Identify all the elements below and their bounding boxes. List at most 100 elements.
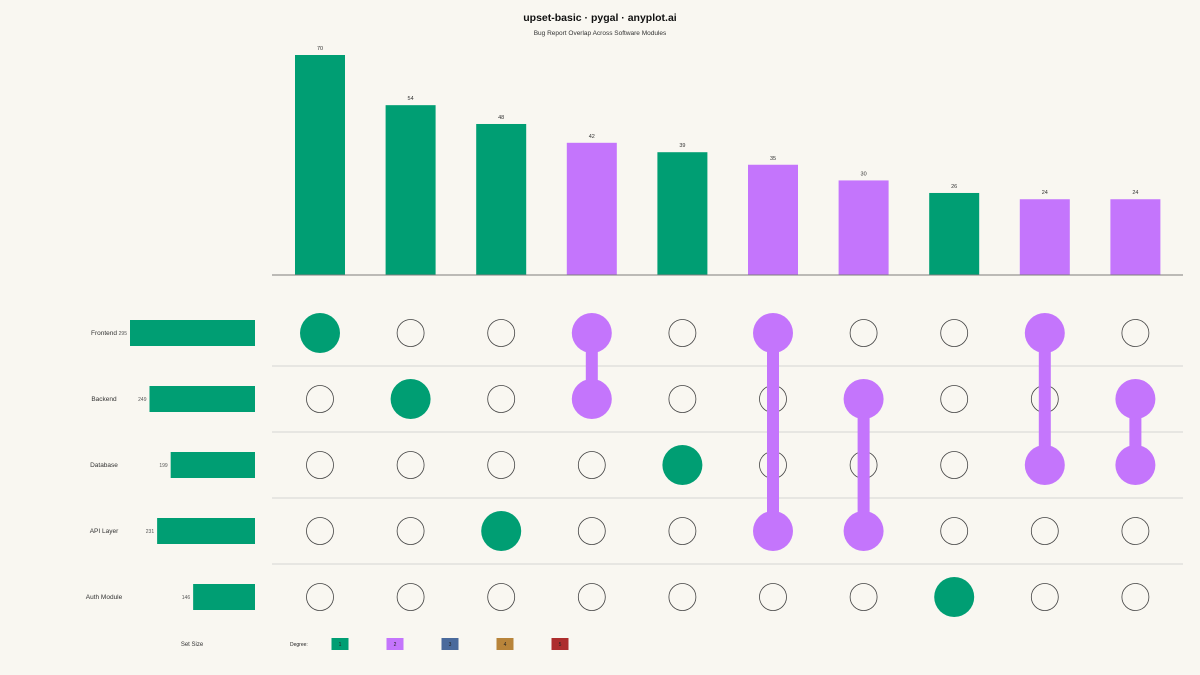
set-name-label: Backend: [91, 396, 117, 403]
empty-membership-dot: [577, 451, 606, 479]
set-size-bar: [130, 320, 255, 346]
degree-legend-swatch: [331, 638, 349, 650]
empty-membership-dot: [396, 517, 425, 545]
intersection-bar: [1110, 199, 1161, 275]
empty-membership-dot: [1030, 517, 1059, 545]
empty-membership-dot: [306, 451, 334, 479]
empty-membership-dot: [668, 583, 697, 611]
filled-membership-dot: [571, 313, 612, 353]
filled-membership-dot: [1115, 379, 1156, 419]
empty-membership-dot: [1121, 319, 1150, 347]
filled-membership-dot: [481, 511, 522, 551]
empty-membership-dot: [668, 319, 697, 347]
empty-membership-dot: [396, 583, 425, 611]
empty-membership-dot: [487, 385, 516, 413]
bar-value-label: 30: [861, 171, 867, 177]
intersection-bar: [1019, 199, 1070, 275]
intersection-bar: [476, 123, 527, 275]
empty-membership-dot: [306, 385, 334, 413]
bar-value-label: 39: [679, 143, 685, 149]
filled-membership-dot: [1024, 313, 1065, 353]
empty-membership-dot: [759, 583, 787, 611]
set-name-label: Database: [90, 462, 118, 469]
intersection-bar: [748, 164, 798, 275]
filled-membership-dot: [1024, 445, 1065, 485]
degree-legend-label: 2: [394, 642, 397, 648]
bar-value-label: 70: [317, 46, 323, 52]
empty-membership-dot: [1121, 583, 1150, 611]
filled-membership-dot: [300, 313, 340, 353]
empty-membership-dot: [1030, 583, 1059, 611]
set-size-value: 249: [138, 397, 147, 403]
empty-membership-dot: [849, 583, 878, 611]
filled-membership-dot: [843, 511, 884, 551]
bar-value-label: 26: [951, 184, 957, 190]
set-size-value: 199: [159, 463, 168, 469]
empty-membership-dot: [487, 451, 516, 479]
filled-membership-dot: [753, 313, 793, 353]
bar-value-label: 35: [770, 156, 776, 162]
empty-membership-dot: [1121, 517, 1150, 545]
filled-membership-dot: [934, 577, 975, 617]
degree-legend-swatch: [496, 638, 514, 650]
degree-legend: 1 2 3 4 5: [331, 638, 569, 650]
empty-membership-dot: [940, 385, 969, 413]
filled-membership-dot: [662, 445, 703, 485]
membership-connector: [1038, 333, 1051, 465]
set-name-label: API Layer: [90, 528, 119, 535]
intersection-bar: [838, 180, 889, 275]
filled-membership-dot: [571, 379, 612, 419]
empty-membership-dot: [306, 583, 334, 611]
empty-membership-dot: [396, 451, 425, 479]
intersection-bar: [657, 152, 708, 275]
membership-connector: [767, 333, 779, 531]
degree-legend-label: 1: [339, 642, 342, 648]
degree-legend-swatch: [386, 638, 404, 650]
empty-membership-dot: [487, 583, 516, 611]
membership-connector: [857, 399, 870, 531]
empty-membership-dot: [306, 517, 334, 545]
empty-membership-dot: [668, 517, 697, 545]
set-size-bar: [170, 452, 255, 478]
chart-subtitle: Bug Report Overlap Across Software Modul…: [534, 30, 667, 37]
intersection-bars: 70 54 48 42 39 35 30 26 24 24: [272, 46, 1183, 276]
filled-membership-dot: [843, 379, 884, 419]
intersection-bar: [295, 55, 345, 275]
set-size-bar: [149, 386, 255, 412]
empty-membership-dot: [940, 451, 969, 479]
degree-legend-label: 4: [504, 642, 507, 648]
filled-membership-dot: [390, 379, 431, 419]
set-size-value: 231: [146, 529, 155, 535]
empty-membership-dot: [849, 319, 878, 347]
set-size-value: 146: [182, 595, 191, 601]
empty-membership-dot: [396, 319, 425, 347]
filled-membership-dot: [1115, 445, 1156, 485]
degree-legend-swatch: [441, 638, 459, 650]
empty-membership-dot: [940, 319, 969, 347]
bar-value-label: 24: [1132, 190, 1138, 196]
bar-value-label: 42: [589, 134, 595, 140]
set-name-label: Frontend: [91, 330, 117, 337]
set-size-label: Set Size: [181, 642, 204, 648]
intersection-bar: [385, 105, 436, 275]
bar-value-label: 54: [408, 96, 414, 102]
bar-value-label: 24: [1042, 190, 1048, 196]
empty-membership-dot: [668, 385, 697, 413]
chart-title: upset-basic · pygal · anyplot.ai: [523, 12, 677, 24]
intersection-bar: [566, 142, 617, 275]
empty-membership-dot: [577, 583, 606, 611]
membership-matrix: [272, 313, 1183, 617]
empty-membership-dot: [940, 517, 969, 545]
intersection-bar: [929, 192, 980, 275]
degree-legend-label: 5: [559, 642, 562, 648]
degree-legend-label: 3: [449, 642, 452, 648]
filled-membership-dot: [753, 511, 793, 551]
degree-legend-label: Degree:: [290, 642, 308, 648]
empty-membership-dot: [487, 319, 516, 347]
bar-value-label: 48: [498, 115, 504, 121]
set-size-bar: [157, 518, 255, 544]
set-size-bar: [193, 584, 255, 610]
empty-membership-dot: [577, 517, 606, 545]
